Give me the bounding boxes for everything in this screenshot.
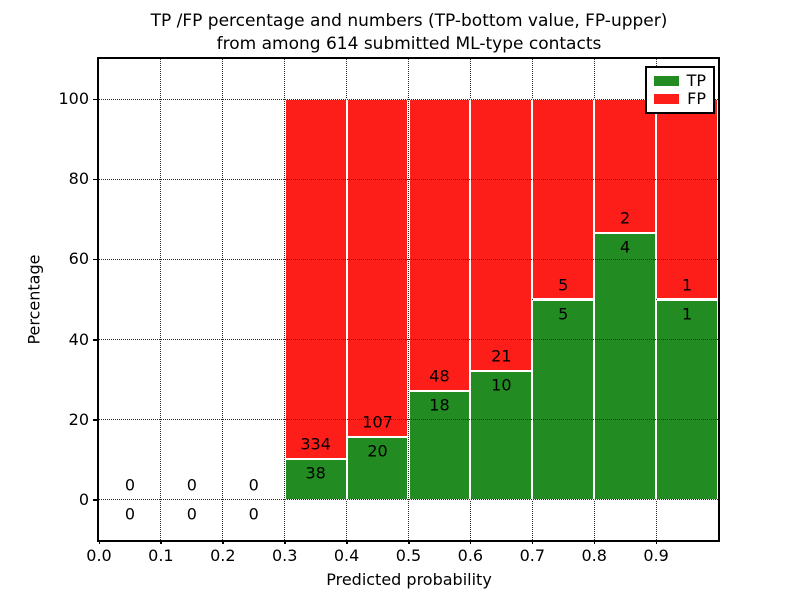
x-tick-label: 0.0 [86,546,112,565]
tp-bar [532,299,595,500]
chart-title-line2: from among 614 submitted ML-type contact… [216,34,602,54]
x-tick-label: 0.2 [210,546,236,565]
y-tick-label: 20 [68,409,89,429]
fp-count-label: 107 [362,412,393,432]
x-tick-mark [346,540,348,544]
x-tick-label: 0.5 [395,546,422,565]
x-tick-label: 0.7 [519,546,546,565]
x-tick-mark [531,540,534,544]
y-tick-label: 60 [68,249,89,269]
x-tick-label: 0.9 [643,546,669,565]
x-tick-label: 0.1 [148,546,174,565]
chart-title: TP /FP percentage and numbers (TP-bottom… [99,10,719,56]
chart-title-line1: TP /FP percentage and numbers (TP-bottom… [150,11,668,31]
tp-count-label: 10 [491,375,512,395]
fp-count-label: 0 [124,475,136,495]
tp-count-label: 5 [558,304,569,323]
fp-legend-swatch-icon [654,94,679,104]
tp-count-label: 1 [681,304,693,323]
x-tick-label: 0.4 [333,546,360,565]
x-tick-mark [160,540,162,544]
x-axis-label: Predicted probability [326,570,492,589]
fp-count-label: 2 [620,208,631,228]
grid-line-horizontal [99,339,718,341]
fp-count-label: 0 [186,475,197,495]
plot-area: 0 0 0 0 0 0 334 38 107 20 48 18 21 10 5 5 2 4 1 1 [97,57,720,542]
fp-bar [346,99,409,437]
fp-bar [656,99,718,300]
fp-count-label: 21 [491,346,512,366]
tp-count-label: 18 [429,395,450,415]
x-tick-mark [408,540,410,544]
grid-line-horizontal [99,98,718,100]
fp-count-label: 0 [248,475,259,495]
y-tick-mark [93,178,97,181]
legend-item-fp: FP [654,91,706,107]
grid-line-vertical [222,59,224,540]
fp-bar [470,99,533,371]
grid-line-horizontal [99,419,718,421]
x-tick-mark [593,540,596,544]
tp-bar [346,436,409,500]
tp-count-label: 38 [305,463,326,483]
x-tick-mark [222,540,224,544]
y-axis-label: Percentage [24,254,44,345]
y-tick-label: 0 [78,489,89,509]
tp-bar [408,390,471,500]
tp-bar [656,299,718,500]
tp-legend-swatch-icon [654,76,679,86]
grid-line-horizontal [99,178,718,180]
fp-count-label: 334 [300,434,331,454]
tp-count-label: 4 [620,237,631,257]
x-tick-label: 0.3 [271,546,298,565]
tp-bar [284,458,347,500]
tp-bar [594,232,657,500]
legend-label-tp: TP [686,71,706,90]
legend: TP FP [645,66,715,114]
tp-count-label: 0 [186,504,197,524]
grid-line-horizontal [99,258,718,260]
grid-line-vertical [160,59,162,540]
fp-bar [284,99,347,459]
y-tick-mark [93,258,97,261]
fp-bar [408,99,471,391]
x-tick-label: 0.8 [581,546,607,565]
tp-bar [470,370,533,500]
legend-item-tp: TP [654,73,706,89]
tp-count-label: 20 [367,441,388,461]
x-tick-mark [469,540,472,544]
x-tick-label: 0.6 [457,546,484,565]
x-tick-mark [655,540,658,544]
legend-label-fp: FP [687,89,706,108]
x-tick-mark [284,540,286,544]
fp-count-label: 48 [429,366,450,386]
tp-count-label: 0 [248,504,259,524]
fp-count-label: 5 [558,275,569,294]
tp-count-label: 0 [124,504,136,524]
y-tick-label: 40 [68,329,89,349]
y-tick-mark [93,339,97,341]
y-tick-label: 80 [68,169,89,189]
fp-bar [532,99,595,300]
y-tick-mark [93,98,97,101]
x-tick-mark [98,540,100,544]
grid-line-horizontal [99,499,718,501]
y-tick-mark [93,499,97,501]
y-tick-label: 100 [58,89,89,109]
y-tick-mark [93,419,97,421]
fp-count-label: 1 [681,275,693,294]
